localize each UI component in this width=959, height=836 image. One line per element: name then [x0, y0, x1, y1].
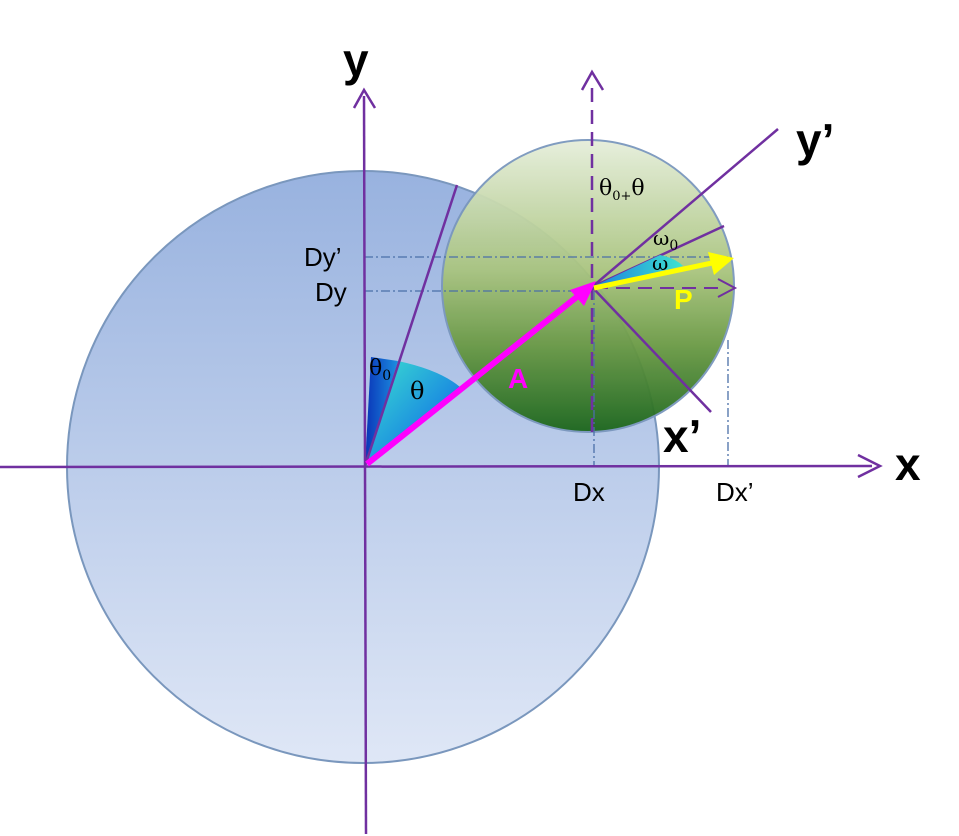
projection-lines: [364, 256, 729, 466]
label-theta0: θ0: [369, 356, 391, 384]
x-axis: [0, 453, 883, 479]
omega-wedge: [592, 255, 683, 287]
label-axis-y: y: [343, 34, 369, 86]
label-dy-prime: Dy’: [304, 242, 342, 272]
label-axis-x: x: [895, 438, 921, 490]
x-prime-axis: [591, 286, 712, 413]
label-omega0: ω0: [653, 226, 678, 254]
horizontal-dashed-axis: [594, 278, 738, 298]
y-prime-axis: [591, 128, 779, 288]
vertical-dashed-axis: [580, 69, 605, 432]
theta-wedge: [365, 361, 460, 466]
theta0-ray: [363, 184, 459, 467]
label-vector-a: A: [508, 363, 528, 394]
label-dx: Dx: [573, 477, 605, 507]
label-dx-prime: Dx’: [716, 477, 754, 507]
label-omega: ω: [652, 251, 668, 275]
label-axis-y-prime: y’: [796, 114, 834, 166]
label-dy: Dy: [315, 277, 347, 307]
label-axis-x-prime: x’: [663, 410, 701, 462]
label-vector-p: P: [674, 284, 693, 315]
label-theta-sum: θ0+θ: [599, 176, 645, 204]
label-theta: θ: [410, 377, 424, 405]
vector-p: [593, 252, 734, 291]
vector-a: [365, 281, 596, 467]
